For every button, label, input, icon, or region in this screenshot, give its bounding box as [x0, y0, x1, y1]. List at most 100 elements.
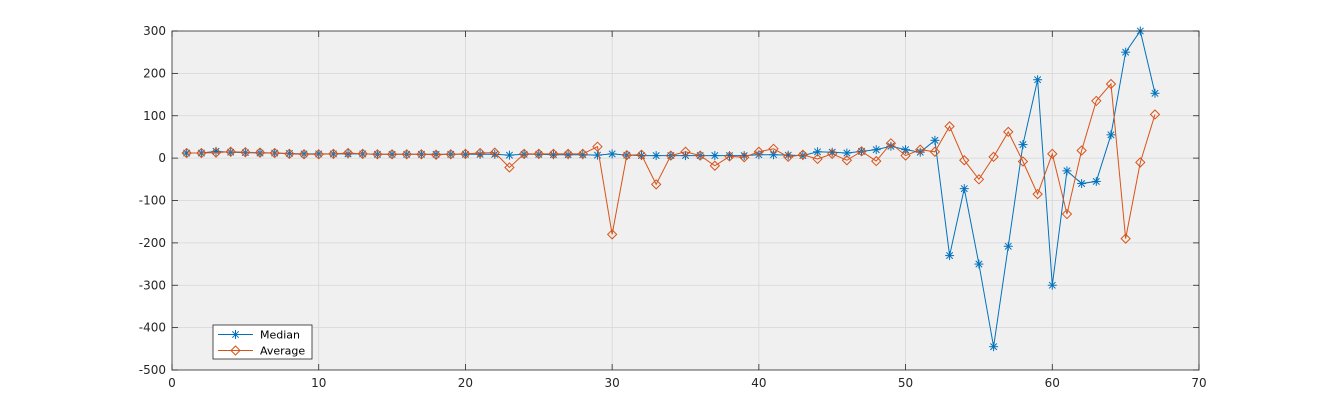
asterisk-stroke — [975, 260, 983, 268]
asterisk-stroke — [491, 150, 499, 158]
average-point — [665, 150, 677, 161]
average-point — [372, 149, 383, 160]
average-point — [445, 149, 456, 160]
average-point — [1105, 78, 1117, 90]
average-point — [533, 148, 544, 160]
asterisk-stroke — [843, 149, 851, 157]
y-tick-label: -300 — [139, 278, 166, 292]
median-point — [1047, 280, 1057, 290]
asterisk-stroke — [476, 150, 484, 158]
average-point — [489, 147, 500, 158]
average-point — [929, 146, 941, 157]
legend-marker-median — [231, 330, 240, 339]
average-point — [1076, 145, 1087, 156]
median-point — [1121, 47, 1131, 57]
average-point — [504, 162, 515, 173]
asterisk-stroke — [740, 152, 748, 160]
median-point — [989, 342, 999, 352]
average-point — [973, 174, 985, 185]
x-tick-label: 40 — [751, 376, 766, 390]
asterisk-stroke — [593, 151, 602, 159]
legend-marker-average — [230, 345, 241, 356]
average-point — [871, 155, 882, 167]
average-point — [269, 147, 280, 159]
median-point — [1150, 88, 1160, 98]
median-point — [930, 135, 940, 145]
average-point — [401, 149, 412, 160]
median-point — [769, 150, 779, 160]
x-tick-label: 0 — [168, 376, 176, 390]
average-point — [650, 179, 662, 190]
average-point — [1120, 233, 1131, 244]
median-point — [1018, 140, 1028, 150]
asterisk-stroke — [212, 147, 220, 155]
asterisk-stroke — [1092, 177, 1100, 185]
series-layer — [181, 26, 1161, 352]
asterisk-stroke — [946, 252, 954, 260]
y-tick-label: -200 — [139, 236, 166, 250]
asterisk-stroke — [231, 330, 240, 339]
asterisk-stroke — [960, 185, 968, 193]
series-average — [181, 78, 1161, 244]
asterisk-stroke — [755, 151, 763, 159]
legend: Median Average — [212, 324, 313, 360]
average-point — [1091, 95, 1102, 107]
average-point — [284, 148, 295, 160]
average-point — [812, 153, 823, 165]
average-point — [1047, 148, 1058, 160]
y-tick-label: -400 — [139, 321, 166, 335]
y-tick-label: -500 — [139, 363, 166, 377]
average-point — [797, 149, 809, 160]
average-point — [988, 151, 999, 163]
asterisk-stroke — [1107, 131, 1115, 139]
average-point — [592, 141, 603, 152]
average-point — [1061, 208, 1073, 220]
average-point — [328, 148, 339, 160]
median-point — [592, 150, 602, 160]
average-point — [753, 146, 765, 157]
average-point — [254, 147, 266, 158]
median-point — [959, 184, 969, 194]
average-point — [181, 147, 192, 159]
asterisk-stroke — [887, 142, 895, 150]
asterisk-stroke — [990, 343, 998, 351]
median-point — [1062, 166, 1072, 176]
average-point — [841, 155, 853, 166]
asterisk-stroke — [1019, 141, 1027, 149]
average-point — [562, 148, 574, 160]
asterisk-stroke — [931, 136, 939, 144]
average-point — [357, 148, 368, 160]
y-tick-label: 300 — [143, 24, 166, 38]
asterisk-stroke — [1151, 89, 1159, 97]
median-point — [607, 149, 617, 159]
average-point — [1003, 126, 1014, 138]
average-point — [342, 147, 354, 159]
median-point — [1033, 75, 1043, 85]
asterisk-stroke — [813, 148, 822, 156]
asterisk-stroke — [652, 152, 660, 160]
median-point — [710, 151, 720, 161]
average-point — [944, 121, 955, 132]
median-point — [915, 147, 925, 157]
average-point — [386, 149, 398, 160]
x-tick-label: 20 — [458, 376, 473, 390]
x-tick-label: 50 — [898, 376, 913, 390]
average-point — [709, 160, 721, 171]
asterisk-stroke — [1034, 76, 1042, 84]
asterisk-stroke — [1122, 48, 1130, 56]
median-point — [1106, 130, 1116, 140]
average-point — [196, 147, 207, 159]
average-point — [210, 147, 222, 158]
average-point — [474, 147, 486, 159]
average-point — [621, 149, 633, 161]
average-point — [680, 146, 691, 157]
y-tick-label: -100 — [139, 194, 166, 208]
average-point — [298, 149, 310, 160]
average-point — [1032, 188, 1043, 200]
average-point — [900, 150, 911, 161]
average-point — [724, 151, 735, 162]
average-point — [606, 229, 618, 240]
asterisk-stroke — [1063, 167, 1071, 175]
legend-label-average: Average — [260, 345, 305, 358]
